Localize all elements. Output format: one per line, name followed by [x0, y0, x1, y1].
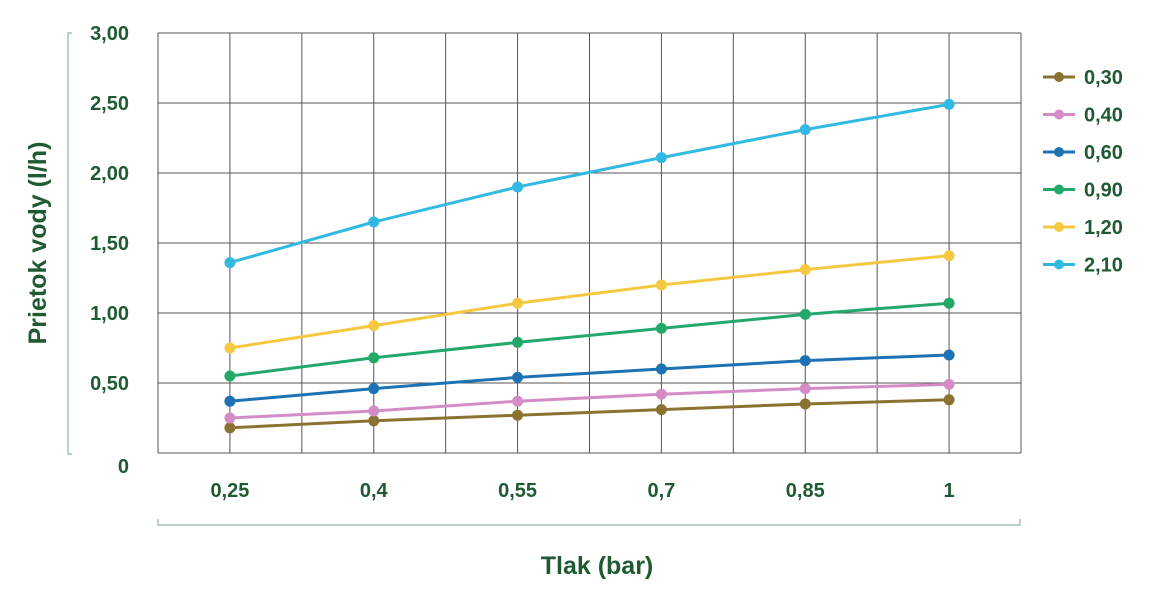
x-tick-label: 0,25 — [210, 480, 249, 502]
data-point — [512, 336, 524, 348]
x-axis-title: Tlak (bar) — [541, 552, 654, 580]
x-axis-bracket — [157, 519, 1021, 526]
legend: 0,30 0,40 0,60 0,90 1,20 2,10 — [1043, 67, 1123, 277]
legend-label: 2,10 — [1084, 255, 1123, 277]
legend-label: 0,60 — [1084, 142, 1123, 164]
data-point — [224, 370, 236, 382]
data-point — [799, 308, 811, 320]
data-point — [943, 378, 955, 390]
data-point — [512, 395, 524, 407]
data-point — [655, 388, 667, 400]
data-point — [368, 216, 380, 228]
series-0-40 — [224, 378, 955, 424]
data-point — [799, 398, 811, 410]
data-point — [655, 363, 667, 375]
legend-marker-icon — [1054, 184, 1064, 195]
legend-item: 0,60 — [1043, 142, 1123, 164]
data-point — [655, 404, 667, 416]
y-tick-label: 2,00 — [90, 163, 129, 185]
legend-marker-icon — [1054, 109, 1064, 120]
data-point — [512, 181, 524, 193]
legend-marker-icon — [1054, 147, 1064, 157]
y-axis-bracket — [67, 32, 72, 455]
data-point — [512, 409, 524, 421]
y-tick-label: 3,00 — [90, 23, 129, 45]
series-0-90 — [224, 297, 955, 382]
data-point — [943, 394, 955, 406]
y-tick-label: 1,00 — [90, 303, 129, 325]
series-lines — [224, 98, 955, 434]
x-tick-label: 0,85 — [786, 480, 825, 502]
data-point — [368, 352, 380, 364]
data-point — [655, 322, 667, 334]
legend-item: 0,30 — [1043, 67, 1123, 89]
data-point — [799, 264, 811, 276]
data-point — [368, 405, 380, 417]
series-line — [229, 398, 950, 430]
legend-item: 1,20 — [1043, 217, 1123, 239]
data-point — [655, 152, 667, 164]
data-point — [512, 297, 524, 309]
y-tick-label: 1,50 — [90, 233, 129, 255]
series-1-20 — [224, 250, 955, 354]
legend-label: 0,90 — [1084, 180, 1123, 202]
data-point — [799, 124, 811, 136]
legend-item: 0,90 — [1043, 180, 1123, 202]
y-tick-label: 2,50 — [90, 93, 129, 115]
legend-item: 2,10 — [1043, 255, 1123, 277]
series-line — [229, 102, 950, 265]
legend-item: 0,40 — [1043, 105, 1123, 127]
series-0-60 — [224, 349, 955, 407]
x-axis-tick-labels: 0,25 0,4 0,55 0,7 0,85 1 — [210, 480, 954, 502]
data-point — [224, 422, 236, 434]
data-point — [368, 383, 380, 395]
x-tick-label: 0,4 — [360, 480, 389, 502]
x-tick-label: 0,7 — [648, 480, 676, 502]
series-2-10 — [224, 98, 955, 269]
x-tick-label: 1 — [944, 480, 955, 502]
plot-grid — [157, 32, 1022, 454]
data-point — [224, 257, 236, 269]
series-line — [229, 301, 950, 378]
x-tick-label: 0,55 — [498, 480, 537, 502]
data-point — [368, 320, 380, 332]
series-line — [229, 353, 950, 403]
y-axis-title: Prietok vody (l/h) — [24, 142, 52, 345]
data-point — [943, 349, 955, 361]
legend-marker-icon — [1054, 72, 1064, 82]
data-point — [224, 342, 236, 354]
data-point — [943, 297, 955, 309]
legend-label: 0,30 — [1084, 67, 1123, 89]
y-axis-tick-labels: 0 0,50 1,00 1,50 2,00 2,50 3,00 — [90, 23, 129, 478]
data-point — [655, 279, 667, 291]
data-point — [368, 415, 380, 427]
series-line — [229, 382, 950, 420]
data-point — [224, 412, 236, 424]
series-line — [229, 254, 950, 350]
y-tick-label: 0 — [118, 456, 129, 478]
data-point — [224, 395, 236, 407]
legend-marker-icon — [1054, 222, 1064, 232]
data-point — [799, 355, 811, 367]
y-tick-label: 0,50 — [90, 373, 129, 395]
data-point — [512, 371, 524, 383]
legend-label: 0,40 — [1084, 105, 1123, 127]
data-point — [799, 383, 811, 395]
legend-label: 1,20 — [1084, 217, 1123, 239]
legend-marker-icon — [1054, 259, 1064, 270]
data-point — [943, 250, 955, 262]
data-point — [943, 98, 955, 110]
series-0-30 — [224, 394, 955, 434]
